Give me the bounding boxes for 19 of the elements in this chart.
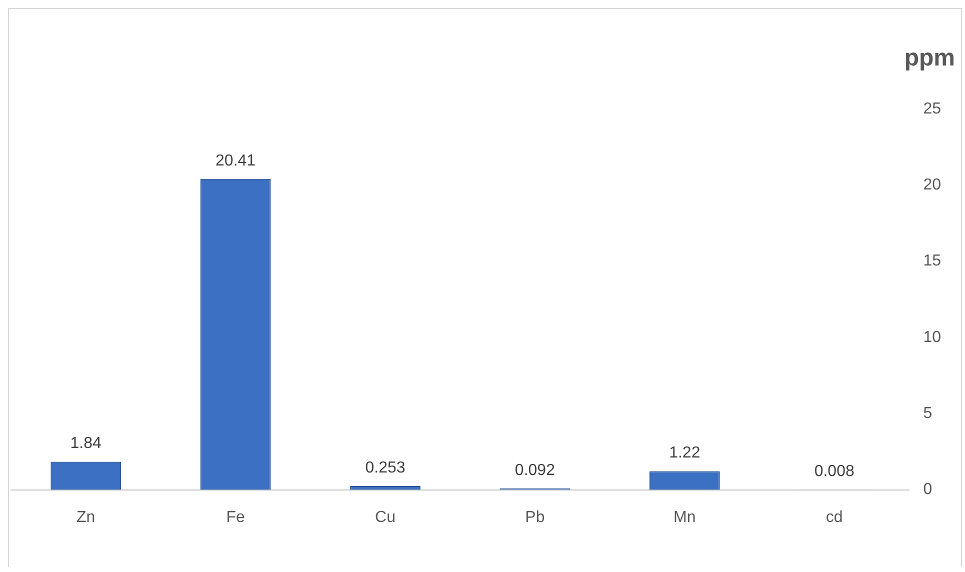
x-tick-label: Zn <box>76 508 96 526</box>
y-tick-label: 0 <box>923 481 932 498</box>
data-label: 0.253 <box>365 459 406 476</box>
data-label: 1.84 <box>70 435 102 452</box>
y-tick-label: 20 <box>923 176 942 194</box>
y-tick-label: 15 <box>923 252 942 270</box>
data-label: 20.41 <box>216 152 256 170</box>
y-axis-title: ppm <box>904 44 955 72</box>
x-tick-label: Pb <box>525 508 545 526</box>
data-label: 1.22 <box>669 444 700 462</box>
y-tick-label: 5 <box>923 405 932 422</box>
data-label: 0.008 <box>814 463 854 480</box>
data-label: 0.092 <box>514 462 556 479</box>
y-tick-label: 25 <box>923 100 942 118</box>
x-tick-label: Cu <box>375 508 396 526</box>
x-tick-label: cd <box>826 508 843 526</box>
y-tick-label: 10 <box>923 328 942 346</box>
x-tick-label: Fe <box>226 508 245 526</box>
x-tick-label: Mn <box>674 508 696 526</box>
